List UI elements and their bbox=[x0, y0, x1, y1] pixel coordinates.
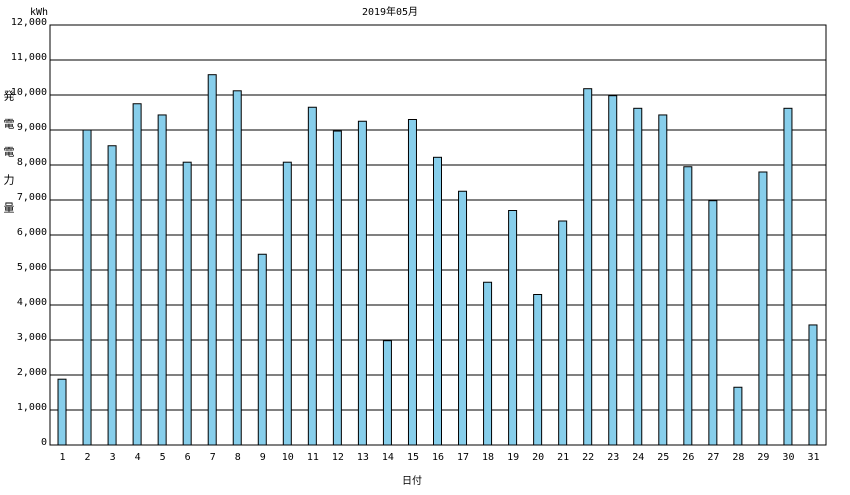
y-tick-label: 4,000 bbox=[17, 297, 47, 308]
x-tick-label: 6 bbox=[185, 452, 191, 463]
x-axis-label: 日付 bbox=[402, 474, 422, 487]
bar bbox=[533, 294, 543, 446]
bar bbox=[407, 119, 417, 446]
x-tick-label: 28 bbox=[732, 452, 744, 463]
bar bbox=[483, 281, 493, 446]
x-tick-label: 31 bbox=[807, 452, 819, 463]
y-tick-label: 2,000 bbox=[17, 367, 47, 378]
x-tick-label: 21 bbox=[557, 452, 569, 463]
x-tick-label: 16 bbox=[432, 452, 444, 463]
x-tick-label: 24 bbox=[632, 452, 644, 463]
x-tick-label: 22 bbox=[582, 452, 594, 463]
x-tick-label: 11 bbox=[307, 452, 319, 463]
x-tick-label: 12 bbox=[332, 452, 344, 463]
x-tick-label: 18 bbox=[482, 452, 494, 463]
x-tick-label: 15 bbox=[407, 452, 419, 463]
bar bbox=[232, 90, 242, 446]
x-tick-label: 29 bbox=[757, 452, 769, 463]
bar bbox=[182, 161, 192, 446]
y-tick-label: 0 bbox=[41, 437, 47, 448]
x-tick-label: 2 bbox=[85, 452, 91, 463]
bar bbox=[783, 107, 793, 446]
chart-title: 2019年05月 bbox=[362, 5, 418, 18]
x-tick-label: 26 bbox=[682, 452, 694, 463]
y-tick-label: 1,000 bbox=[17, 402, 47, 413]
x-tick-label: 3 bbox=[110, 452, 116, 463]
bar bbox=[758, 171, 768, 446]
x-tick-label: 19 bbox=[507, 452, 519, 463]
bar bbox=[708, 200, 718, 446]
bar bbox=[433, 156, 442, 446]
y-tick-label: 11,000 bbox=[11, 52, 47, 63]
x-tick-label: 9 bbox=[260, 452, 266, 463]
x-tick-label: 25 bbox=[657, 452, 669, 463]
bar bbox=[257, 253, 267, 446]
x-tick-label: 30 bbox=[782, 452, 794, 463]
x-tick-label: 7 bbox=[210, 452, 216, 463]
x-tick-label: 17 bbox=[457, 452, 469, 463]
bar bbox=[207, 74, 217, 446]
bar bbox=[57, 378, 67, 446]
y-tick-label: 3,000 bbox=[17, 332, 47, 343]
bar bbox=[282, 161, 292, 446]
y-tick-label: 8,000 bbox=[17, 157, 47, 168]
bar bbox=[508, 210, 518, 446]
y-axis-label: 発電電力量 bbox=[2, 89, 15, 230]
bar bbox=[658, 114, 668, 446]
y-unit: kWh bbox=[30, 7, 48, 18]
bar bbox=[307, 106, 317, 446]
x-tick-label: 5 bbox=[160, 452, 166, 463]
y-tick-label: 6,000 bbox=[17, 227, 47, 238]
bar bbox=[332, 130, 342, 446]
y-tick-label: 9,000 bbox=[17, 122, 47, 133]
x-tick-label: 1 bbox=[60, 452, 66, 463]
bar bbox=[633, 107, 643, 446]
bar bbox=[733, 386, 743, 446]
bar bbox=[382, 340, 392, 446]
bar bbox=[583, 88, 593, 446]
x-tick-label: 8 bbox=[235, 452, 241, 463]
bar bbox=[558, 220, 568, 446]
x-tick-label: 10 bbox=[282, 452, 294, 463]
bar bbox=[357, 120, 367, 446]
bar bbox=[458, 190, 468, 446]
y-tick-label: 12,000 bbox=[11, 17, 47, 28]
bar bbox=[82, 129, 92, 446]
x-tick-label: 14 bbox=[382, 452, 394, 463]
y-tick-label: 10,000 bbox=[11, 87, 47, 98]
bar bbox=[808, 324, 818, 446]
bar bbox=[132, 103, 142, 446]
x-tick-label: 13 bbox=[357, 452, 369, 463]
bar bbox=[683, 166, 693, 446]
bar bbox=[107, 145, 117, 446]
y-tick-label: 5,000 bbox=[17, 262, 47, 273]
y-tick-label: 7,000 bbox=[17, 192, 47, 203]
bar bbox=[157, 114, 167, 446]
x-tick-label: 4 bbox=[135, 452, 141, 463]
x-tick-label: 20 bbox=[532, 452, 544, 463]
x-tick-label: 23 bbox=[607, 452, 619, 463]
bar bbox=[608, 95, 618, 446]
x-tick-label: 27 bbox=[707, 452, 719, 463]
